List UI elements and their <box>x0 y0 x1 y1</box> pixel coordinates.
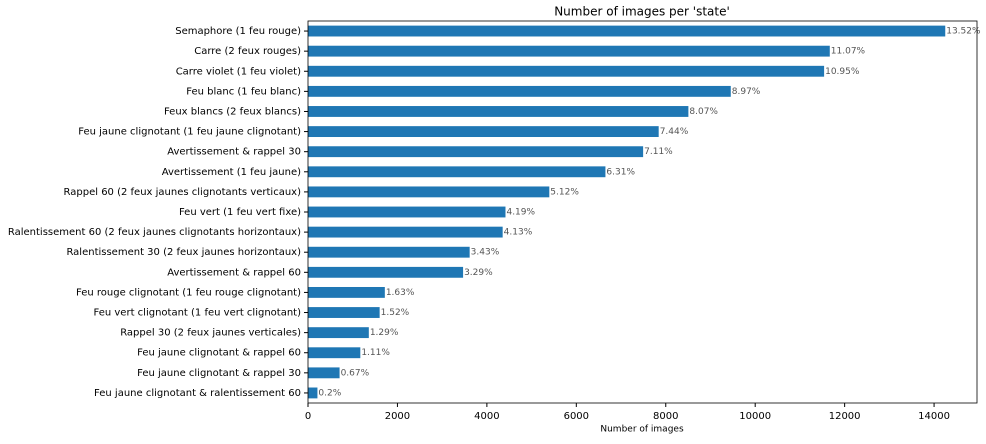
x-tick-label: 4000 <box>474 411 499 422</box>
y-tick-label: Avertissement & rappel 30 <box>167 147 301 158</box>
bar <box>308 106 689 117</box>
y-tick-label: Feu jaune clignotant & rappel 30 <box>137 368 301 379</box>
x-tick-label: 2000 <box>385 411 410 422</box>
y-tick-label: Ralentissement 30 (2 feux jaunes horizon… <box>66 247 301 258</box>
value-label: 10.95% <box>825 67 860 77</box>
x-axis-label: Number of images <box>600 425 684 435</box>
bar <box>308 246 470 258</box>
value-label: 4.19% <box>506 208 535 218</box>
y-tick-label: Carre (2 feux rouges) <box>194 46 301 57</box>
value-label: 6.31% <box>606 167 635 177</box>
y-tick-label: Ralentissement 60 (2 feux jaunes clignot… <box>8 227 301 238</box>
value-label: 4.13% <box>504 228 533 238</box>
value-label: 0.2% <box>318 388 341 398</box>
plot-frame <box>307 20 978 404</box>
y-tick-label: Feu jaune clignotant & rappel 60 <box>137 348 301 359</box>
bar <box>308 307 380 318</box>
y-tick-label: Semaphore (1 feu rouge) <box>175 26 301 37</box>
y-tick-label: Avertissement & rappel 60 <box>167 267 301 278</box>
bar <box>308 387 318 399</box>
chart-title: Number of images per 'state' <box>554 5 730 19</box>
bar <box>308 226 503 238</box>
value-label: 1.11% <box>361 348 390 358</box>
x-tick-label: 10000 <box>739 411 771 422</box>
y-tick-label: Feu jaune clignotant & ralentissement 60 <box>94 388 301 399</box>
y-tick-label: Carre violet (1 feu violet) <box>176 66 301 77</box>
bar <box>308 286 385 298</box>
y-tick-label: Feu blanc (1 feu blanc) <box>186 86 301 97</box>
value-label: 1.29% <box>370 328 399 338</box>
bar <box>308 65 825 77</box>
y-tick-label: Feu rouge clignotant (1 feu rouge cligno… <box>76 287 301 298</box>
x-tick-label: 14000 <box>918 411 950 422</box>
bar <box>308 327 369 339</box>
bar <box>308 45 830 57</box>
x-tick-label: 8000 <box>653 411 678 422</box>
value-label: 5.12% <box>550 187 579 197</box>
y-tick-label: Feu jaune clignotant (1 feu jaune cligno… <box>78 127 301 138</box>
y-tick-label: Feux blancs (2 feux blancs) <box>164 106 301 117</box>
value-label: 8.97% <box>732 87 761 97</box>
bar <box>308 146 644 158</box>
y-tick-label: Feu vert clignotant (1 feu vert clignota… <box>94 308 302 319</box>
value-label: 0.67% <box>341 368 370 378</box>
bar <box>308 85 731 97</box>
value-label: 7.11% <box>644 147 673 157</box>
bar <box>308 206 506 218</box>
y-tick-label: Rappel 30 (2 feux jaunes verticales) <box>120 328 301 339</box>
bar <box>308 367 340 379</box>
x-tick-label: 6000 <box>564 411 589 422</box>
value-label: 3.43% <box>471 248 500 258</box>
bar <box>308 25 946 37</box>
value-label: 1.63% <box>386 288 415 298</box>
value-label: 13.52% <box>946 27 981 37</box>
y-tick-label: Feu vert (1 feu vert fixe) <box>179 207 301 218</box>
value-label: 3.29% <box>464 268 493 278</box>
bar <box>308 186 550 198</box>
y-tick-label: Avertissement (1 feu jaune) <box>162 167 301 178</box>
bar <box>308 166 606 178</box>
x-tick-label: 12000 <box>829 411 861 422</box>
value-label: 1.52% <box>381 308 410 318</box>
bar <box>308 126 659 138</box>
y-tick-label: Rappel 60 (2 feux jaunes clignotants ver… <box>64 187 302 198</box>
value-label: 7.44% <box>660 127 689 137</box>
value-label: 11.07% <box>831 47 866 57</box>
bar <box>308 266 464 278</box>
bar <box>308 347 361 359</box>
x-tick-label: 0 <box>305 411 311 422</box>
value-label: 8.07% <box>689 107 718 117</box>
